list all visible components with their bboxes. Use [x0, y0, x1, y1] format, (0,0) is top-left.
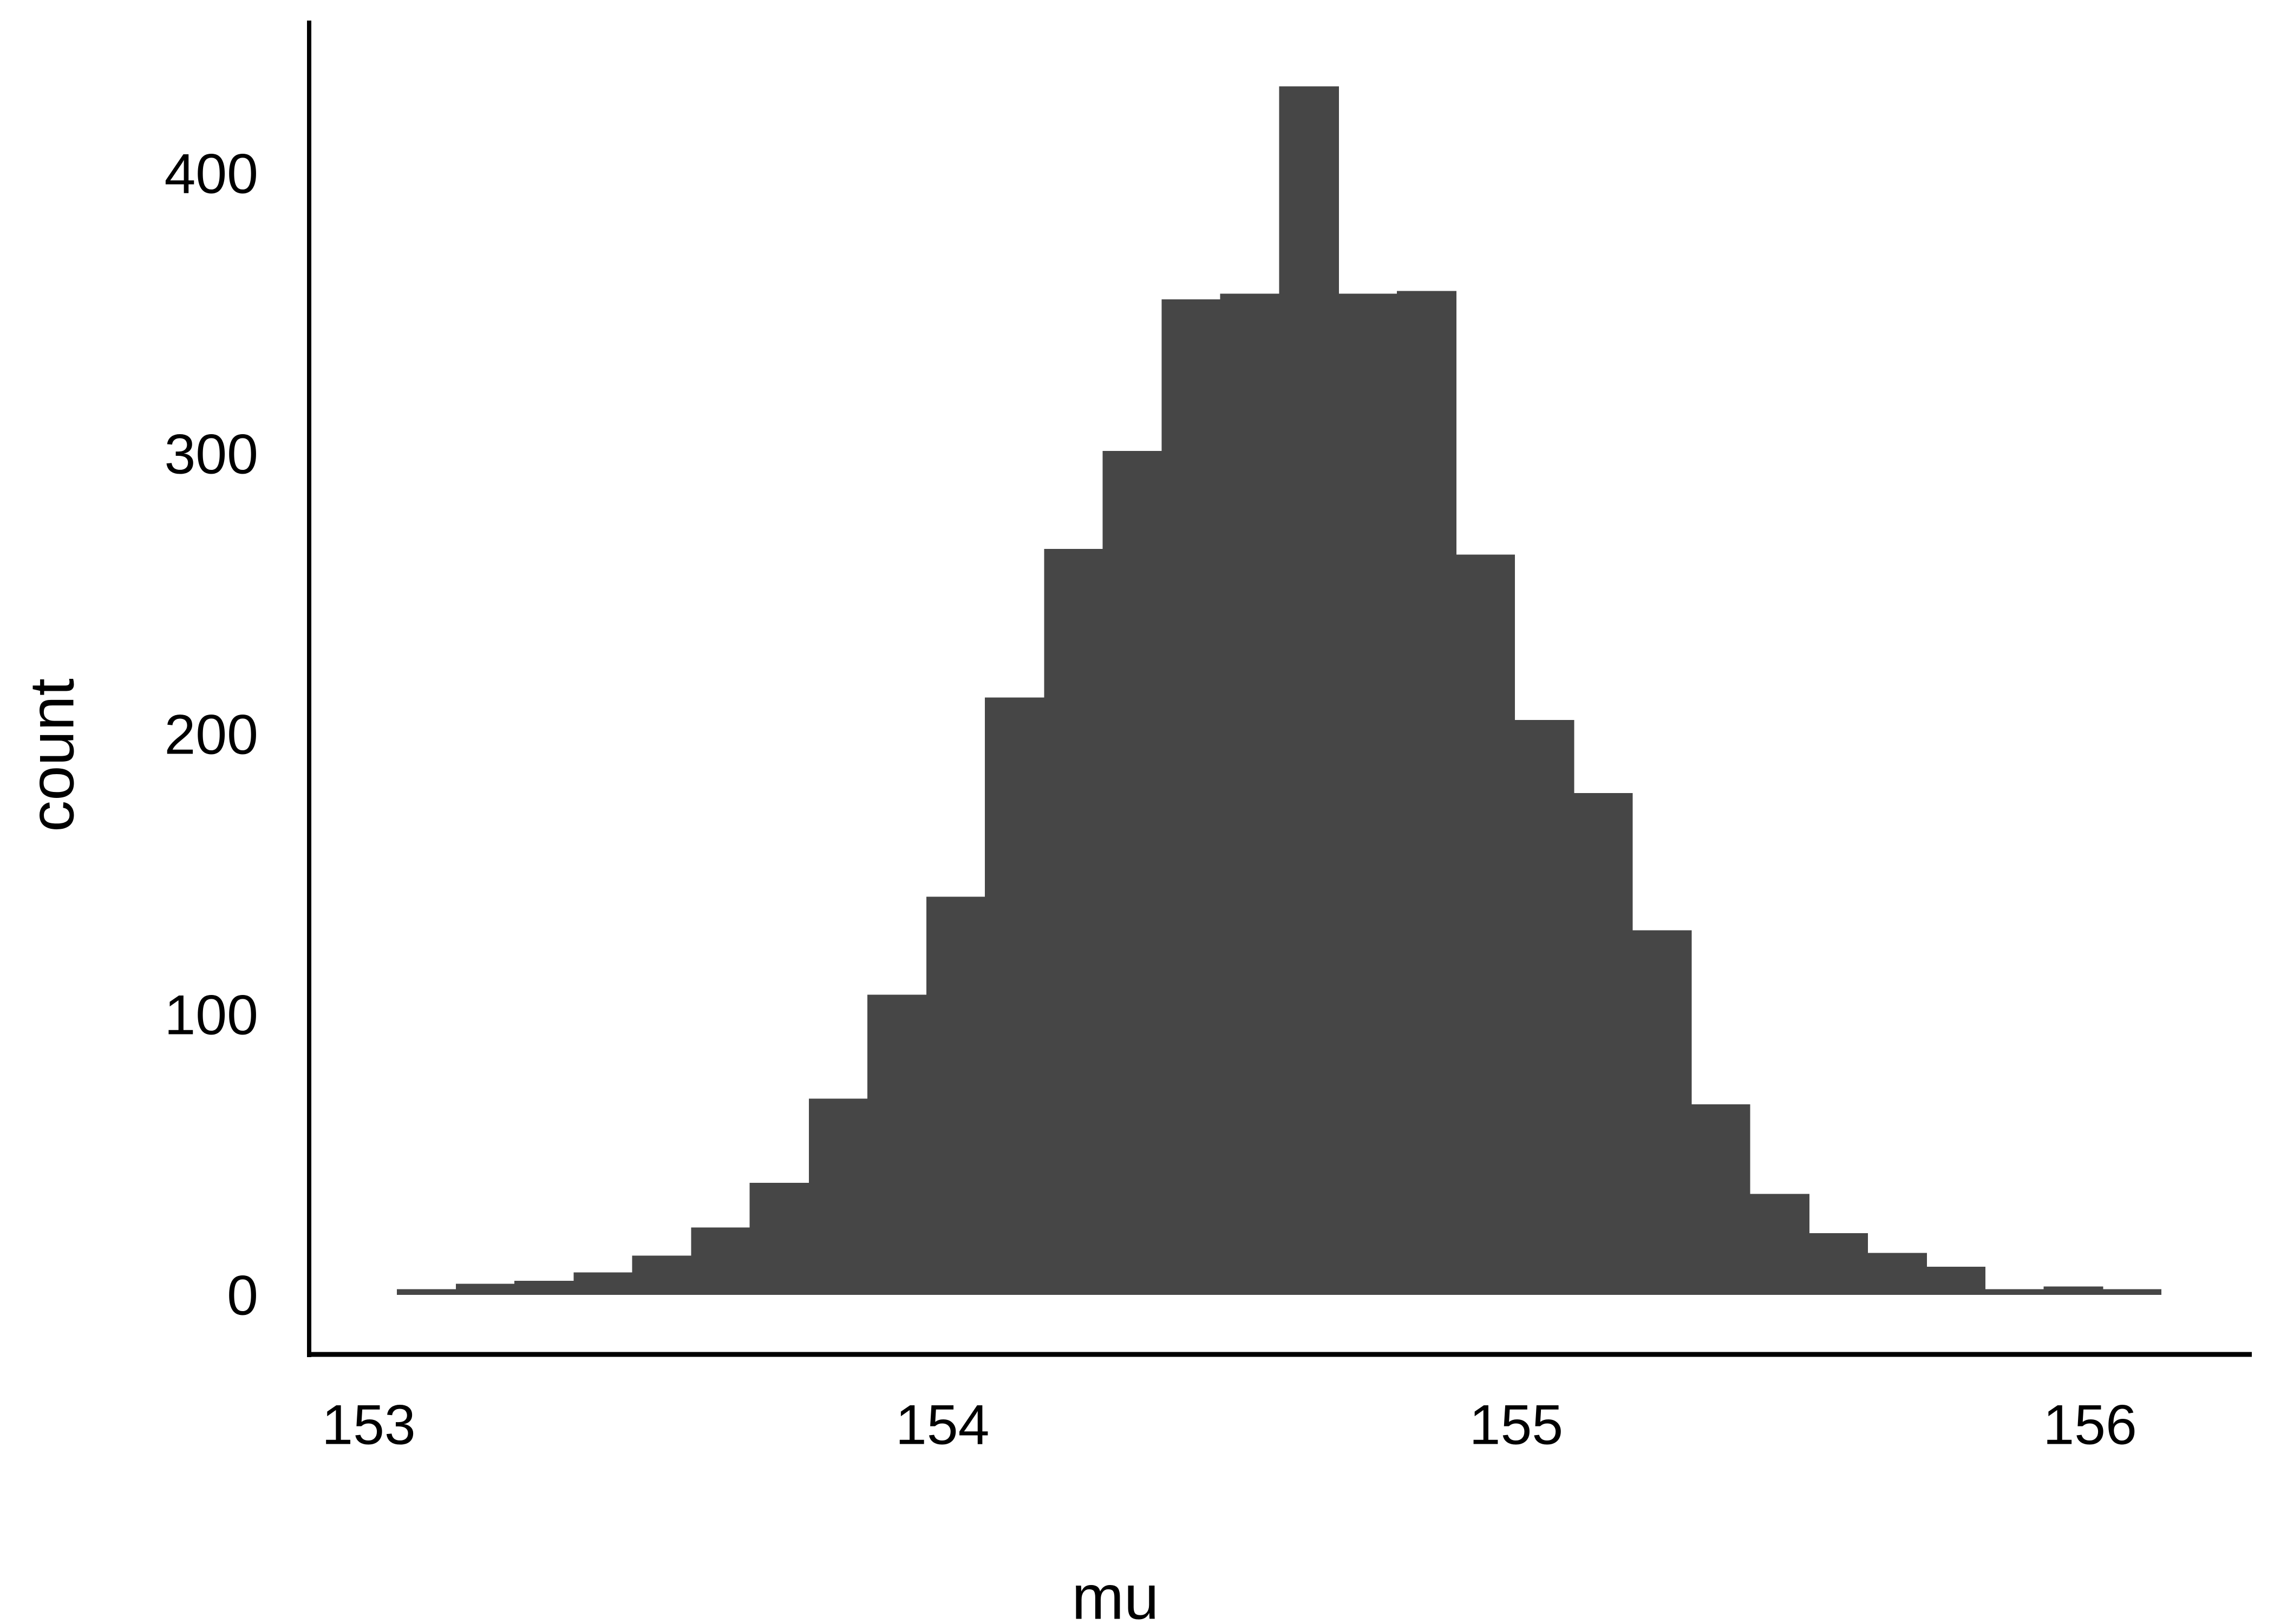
- histogram-bar: [456, 1284, 516, 1295]
- bars-group: [396, 86, 2161, 1295]
- histogram-bar: [1985, 1289, 2045, 1295]
- y-axis-title: count: [17, 678, 87, 832]
- histogram-bar: [1867, 1253, 1927, 1295]
- histogram-bar: [749, 1182, 809, 1295]
- x-tick-label: 154: [896, 1393, 990, 1456]
- histogram-bar: [1279, 86, 1339, 1295]
- histogram-bar: [985, 697, 1045, 1295]
- x-tick-label: 153: [322, 1393, 416, 1456]
- histogram-bar: [1926, 1267, 1986, 1295]
- histogram-bar: [1808, 1233, 1868, 1295]
- histogram-bar: [573, 1272, 633, 1295]
- histogram-bar: [1102, 450, 1162, 1295]
- histogram-bar: [1397, 291, 1457, 1295]
- histogram-bar: [2043, 1286, 2103, 1295]
- x-tick-labels: 153 154 155 156: [322, 1393, 2137, 1456]
- histogram-bar: [396, 1289, 456, 1295]
- histogram-bar: [2102, 1289, 2161, 1295]
- histogram-bar: [514, 1281, 574, 1295]
- y-tick-label: 200: [164, 703, 258, 766]
- y-tick-label: 100: [164, 984, 258, 1046]
- histogram-bar: [867, 994, 927, 1295]
- histogram-bar: [632, 1255, 692, 1295]
- histogram-bar: [1220, 293, 1280, 1295]
- histogram-bar: [808, 1098, 868, 1295]
- y-tick-labels: 0 100 200 300 400: [164, 142, 258, 1327]
- histogram-bar: [1749, 1194, 1809, 1295]
- x-tick-label: 155: [1469, 1393, 1564, 1456]
- histogram-bar: [1455, 554, 1515, 1295]
- x-tick-label: 156: [2043, 1393, 2137, 1456]
- histogram-bar: [1161, 299, 1221, 1295]
- histogram-bar: [926, 896, 986, 1295]
- histogram-bar: [1337, 293, 1397, 1295]
- histogram-bar: [1044, 549, 1104, 1295]
- y-tick-label: 0: [227, 1264, 258, 1327]
- histogram-bar: [1573, 793, 1633, 1295]
- y-tick-label: 400: [164, 142, 258, 205]
- histogram-bar: [1514, 720, 1574, 1295]
- histogram-bar: [1690, 1104, 1750, 1295]
- histogram-bar: [1632, 930, 1692, 1295]
- y-tick-label: 300: [164, 423, 258, 486]
- x-axis-title: mu: [1071, 1562, 1159, 1624]
- histogram-bar: [691, 1227, 751, 1295]
